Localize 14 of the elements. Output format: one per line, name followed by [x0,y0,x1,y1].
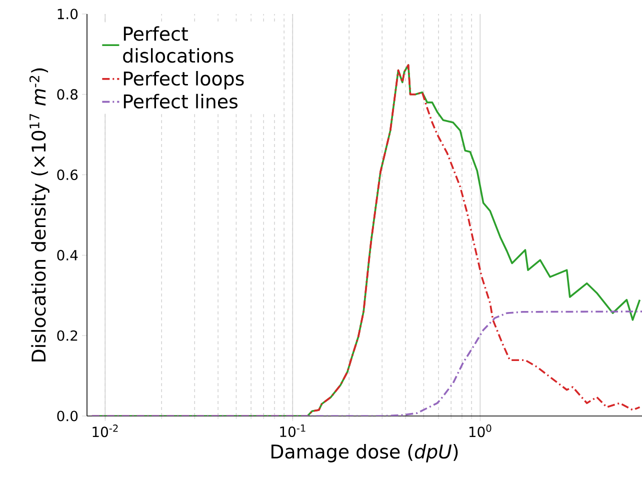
y-tick-label: 1.0 [58,8,78,20]
legend-label: Perfect dislocations [123,26,234,63]
y-tick-label: 0.2 [57,330,78,341]
legend-label: Perfect lines [124,94,238,109]
x-tick-label: 10$^{0}$ [469,424,492,438]
x-axis-title: Damage dose (dpU) [272,444,458,462]
x-tick-label: 10$^{-1}$ [280,424,306,438]
y-tick-label: 0.6 [57,170,78,180]
legend-label: Perfect loops [124,71,244,90]
y-tick-label: 0.4 [57,250,78,260]
y-tick-label: 0.0 [57,410,78,422]
y-tick-label: 0.8 [57,89,78,100]
x-tick-label: 10$^{-2}$ [92,424,118,438]
y-axis-title: Dislocation density (×10$^{17}$ m$^{-2}$) [29,68,50,362]
